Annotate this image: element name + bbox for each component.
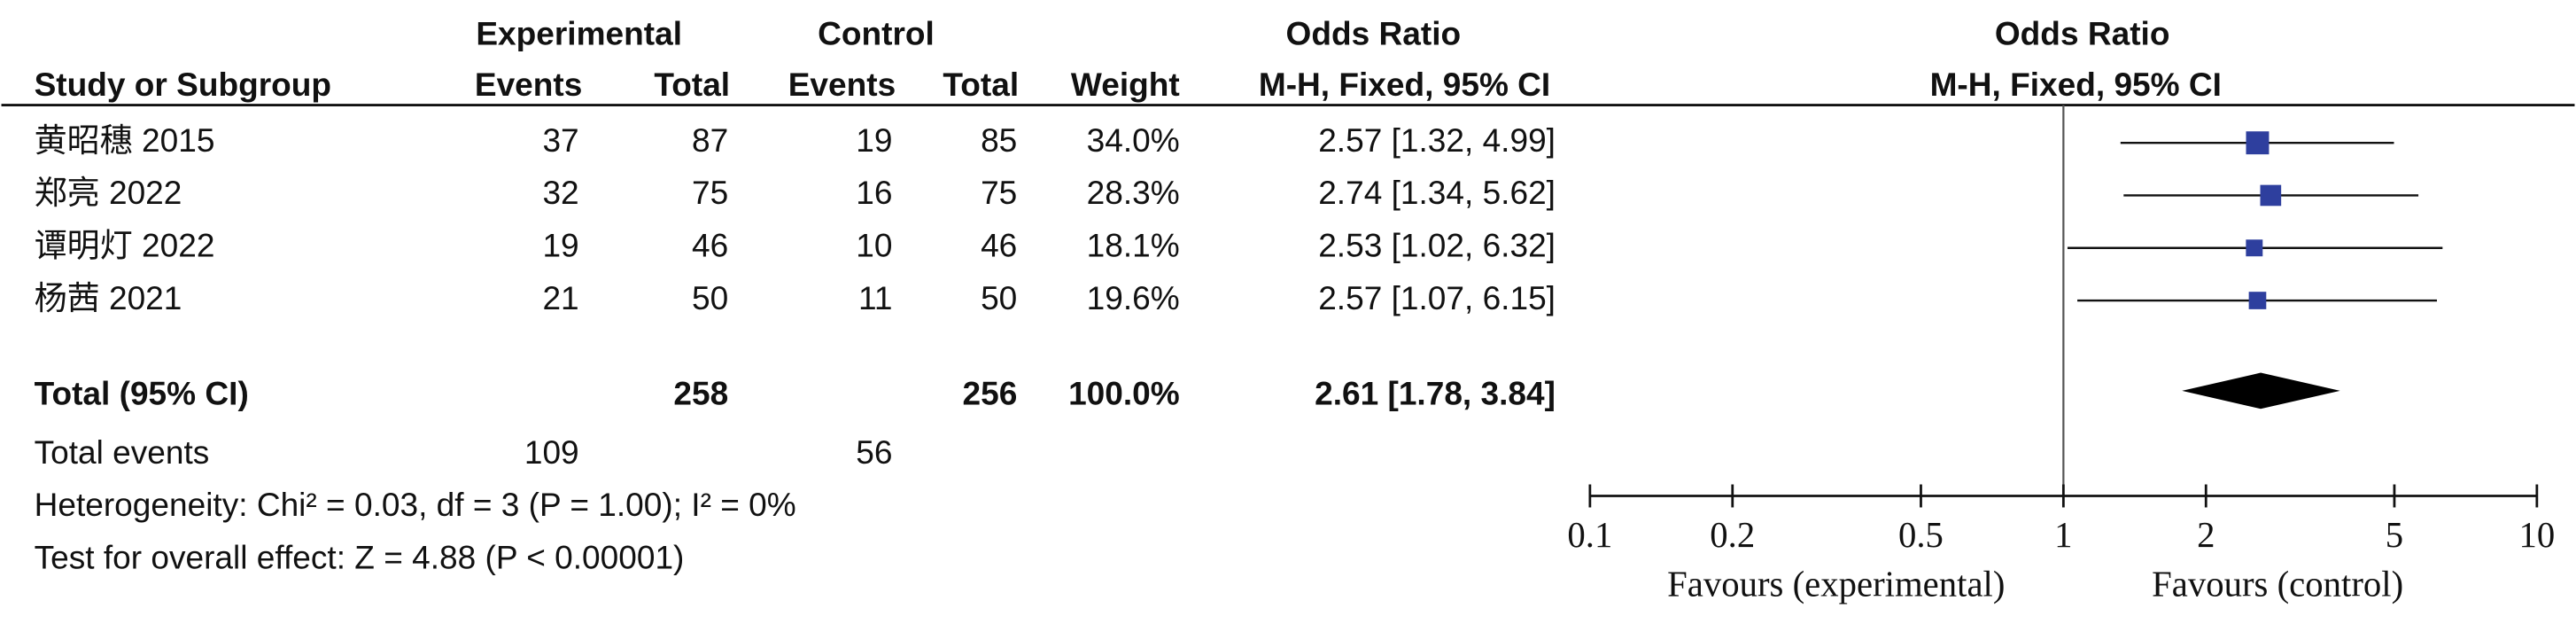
- x-label-right: Favours (control): [2152, 565, 2403, 604]
- exp-total: 50: [692, 279, 728, 316]
- study-name: 黄昭穗 2015: [35, 121, 215, 159]
- weight: 18.1%: [1087, 227, 1180, 264]
- study-square: [2246, 239, 2263, 257]
- weight: 28.3%: [1087, 174, 1180, 211]
- total-events-exp: 109: [524, 433, 579, 471]
- study-name: 谭明灯 2022: [35, 227, 215, 264]
- group-header: Control: [818, 15, 935, 52]
- ctrl-total: 46: [981, 227, 1017, 264]
- or-ci: 2.57 [1.07, 6.15]: [1318, 279, 1556, 316]
- study-square: [2248, 292, 2267, 309]
- ctrl-events: 16: [856, 174, 892, 211]
- total-exp: 258: [673, 374, 728, 411]
- study-name: 杨茜 2021: [35, 279, 182, 316]
- or-ci: 2.53 [1.02, 6.32]: [1318, 227, 1556, 264]
- plot-title: Odds Ratio: [1995, 15, 2170, 52]
- exp-total: 46: [692, 227, 728, 264]
- exp-total: 75: [692, 174, 728, 211]
- x-label-left: Favours (experimental): [1667, 565, 2005, 604]
- weight: 19.6%: [1087, 279, 1180, 316]
- total-diamond: [2182, 372, 2340, 410]
- ctrl-total: 75: [981, 174, 1017, 211]
- column-header: Total: [943, 66, 1019, 103]
- x-tick-label: 5: [2386, 515, 2403, 555]
- heterogeneity: Heterogeneity: Chi² = 0.03, df = 3 (P = …: [35, 486, 796, 523]
- column-header: M-H, Fixed, 95% CI: [1259, 66, 1550, 103]
- or-ci: 2.74 [1.34, 5.62]: [1318, 174, 1556, 211]
- column-header: Study or Subgroup: [35, 66, 331, 103]
- overall-effect: Test for overall effect: Z = 4.88 (P < 0…: [35, 539, 685, 576]
- plot-subtitle: M-H, Fixed, 95% CI: [1930, 66, 2222, 103]
- exp-total: 87: [692, 121, 728, 159]
- or-header: Odds Ratio: [1286, 15, 1462, 52]
- weight: 34.0%: [1087, 121, 1180, 159]
- column-header: Events: [475, 66, 583, 103]
- total-or-ci: 2.61 [1.78, 3.84]: [1315, 374, 1556, 411]
- x-tick-label: 0.1: [1567, 515, 1612, 555]
- ctrl-events: 11: [858, 279, 892, 316]
- exp-events: 21: [542, 279, 578, 316]
- total-weight: 100.0%: [1068, 374, 1180, 411]
- ctrl-total: 50: [981, 279, 1017, 316]
- study-square: [2246, 131, 2270, 155]
- x-tick-label: 0.5: [1898, 515, 1944, 555]
- ctrl-events: 10: [856, 227, 892, 264]
- ctrl-total: 85: [981, 121, 1017, 159]
- column-header: Weight: [1071, 66, 1180, 103]
- total-events-label: Total events: [35, 433, 210, 471]
- total-label: Total (95% CI): [35, 374, 249, 411]
- total-events-ctrl: 56: [856, 433, 892, 471]
- x-tick-label: 0.2: [1710, 515, 1755, 555]
- or-ci: 2.57 [1.32, 4.99]: [1318, 121, 1556, 159]
- x-tick-label: 1: [2054, 515, 2072, 555]
- total-ctrl: 256: [963, 374, 1018, 411]
- column-header: Total: [654, 66, 730, 103]
- exp-events: 19: [542, 227, 578, 264]
- group-header: Experimental: [476, 15, 682, 52]
- study-square: [2260, 184, 2282, 207]
- x-tick-label: 2: [2197, 515, 2215, 555]
- x-tick-label: 10: [2518, 515, 2555, 555]
- column-header: Events: [788, 66, 896, 103]
- exp-events: 37: [542, 121, 578, 159]
- study-name: 郑亮 2022: [35, 174, 182, 211]
- ctrl-events: 19: [856, 121, 892, 159]
- exp-events: 32: [542, 174, 578, 211]
